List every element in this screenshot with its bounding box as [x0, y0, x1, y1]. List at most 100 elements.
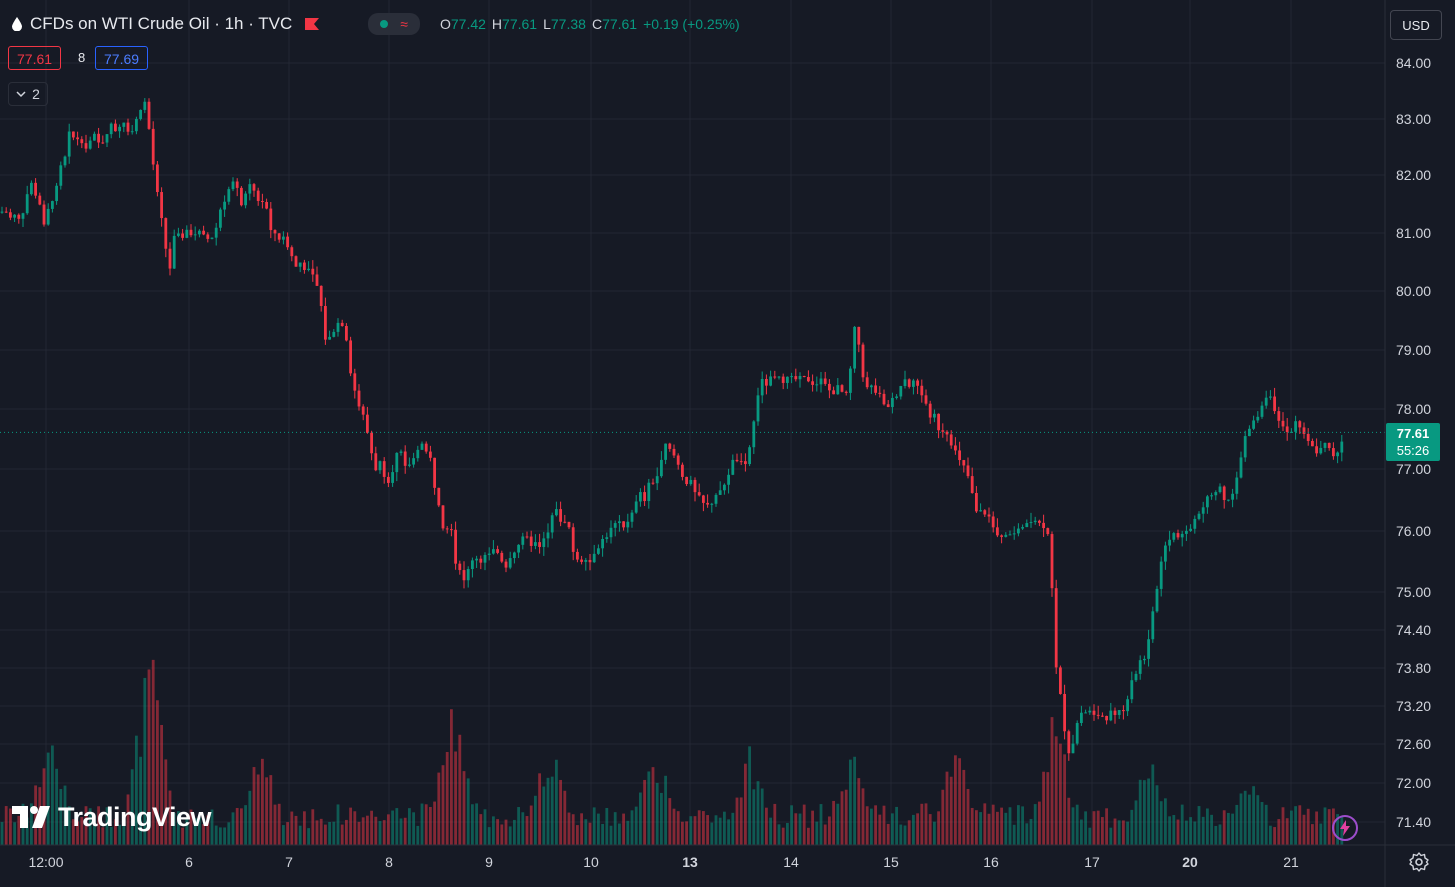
candle-body: [156, 164, 159, 193]
volume-bar: [1117, 820, 1121, 845]
candle-body: [924, 395, 928, 404]
sell-button[interactable]: 77.61: [8, 46, 62, 70]
time-axis[interactable]: 12:00 6 7 8 9 10 13 14 15 16 17 20 21: [28, 854, 1299, 870]
candle-body: [651, 482, 655, 484]
volume-bar: [861, 788, 865, 845]
volume-bar: [382, 820, 386, 845]
volume-bar: [72, 819, 75, 845]
volume-bar: [979, 812, 982, 845]
volume-bar: [844, 789, 848, 845]
volume-bar: [609, 825, 613, 845]
volume-bar: [227, 822, 231, 845]
volume-bar: [1180, 804, 1184, 845]
volume-bar: [643, 779, 646, 845]
price-tick-label: 79.00: [1396, 342, 1431, 358]
volume-bar: [937, 811, 940, 845]
candle-body: [765, 379, 768, 386]
volume-bar: [433, 801, 436, 845]
candle-body: [1088, 710, 1092, 713]
volume-bar: [886, 823, 890, 845]
candle-body: [84, 143, 88, 149]
candle-body: [710, 503, 714, 505]
volume-bar: [487, 827, 491, 845]
volume-bar: [1298, 805, 1302, 845]
candle-body: [1155, 588, 1159, 612]
volume-bar: [492, 816, 495, 845]
settings-icon[interactable]: [1408, 851, 1430, 873]
candle-body: [836, 385, 840, 395]
candle-body: [832, 390, 835, 395]
candle-body: [76, 137, 79, 140]
candle-body: [672, 448, 676, 456]
volume-bar: [51, 745, 54, 845]
watermark-text: TradingView: [58, 801, 212, 832]
flag-icon[interactable]: [304, 17, 320, 31]
volume-bar: [899, 824, 903, 845]
volume-bar: [1109, 827, 1113, 845]
volume-bar: [1084, 811, 1087, 845]
candle-body: [580, 559, 583, 562]
candle-body: [172, 235, 176, 269]
candle-body: [504, 561, 508, 568]
open-label: O: [439, 16, 451, 32]
candle-body: [193, 234, 197, 236]
candle-body: [206, 234, 210, 239]
candle-body: [496, 549, 499, 553]
candle-body: [202, 230, 205, 235]
volume-bar: [987, 813, 991, 845]
candle-body: [403, 451, 407, 466]
candle-body: [882, 393, 886, 405]
candle-body: [1239, 457, 1243, 478]
volume-bar: [76, 821, 79, 845]
volume-bar: [534, 795, 537, 845]
indicators-toggle-button[interactable]: 2: [8, 82, 48, 106]
candle-body: [290, 247, 294, 257]
volume-bar: [219, 827, 222, 845]
candle-body: [790, 376, 793, 378]
volume-bar: [718, 817, 722, 845]
volume-bar: [681, 821, 684, 845]
candle-body: [1029, 522, 1033, 524]
candle-body: [870, 385, 873, 388]
candle-body: [945, 431, 949, 435]
volume-bar: [1168, 816, 1171, 845]
lightning-icon[interactable]: [1331, 814, 1359, 842]
price-axis[interactable]: 84.00 83.00 82.00 81.00 80.00 79.00 78.00 77.00…: [1396, 55, 1431, 830]
candle-body: [101, 142, 105, 144]
volume-bar: [1021, 806, 1024, 845]
candle-body: [949, 434, 953, 446]
volume-bar: [340, 824, 344, 845]
volume-bar: [290, 811, 294, 845]
candle-body: [315, 274, 319, 286]
currency-button[interactable]: USD: [1390, 10, 1442, 40]
volume-bar: [567, 812, 571, 845]
volume-bar: [135, 735, 138, 845]
volume-bar: [1138, 779, 1142, 845]
volume-bar: [811, 810, 814, 845]
candle-body: [1151, 611, 1155, 640]
volume-bar: [1126, 821, 1129, 845]
volume-bar: [357, 821, 361, 845]
time-tick-label: 6: [185, 854, 193, 870]
volume-bar: [954, 755, 957, 845]
candle-body: [941, 430, 945, 432]
market-open-icon: [380, 20, 389, 28]
volume-bar: [1189, 817, 1192, 845]
buy-button[interactable]: 77.69: [95, 46, 149, 70]
volume-bar: [1231, 813, 1234, 845]
symbol-title[interactable]: CFDs on WTI Crude Oil · 1h · TVC: [30, 14, 293, 33]
candle-body: [769, 376, 772, 386]
volume-bar: [1315, 811, 1318, 845]
candle-body: [1260, 405, 1264, 417]
candle-body: [135, 118, 138, 132]
candle-body: [483, 554, 487, 563]
volume-bar: [697, 810, 701, 845]
volume-bar: [1323, 807, 1327, 845]
legend-status-pill[interactable]: ≈: [368, 13, 420, 35]
volume-bar: [786, 822, 789, 845]
candle-body: [752, 421, 756, 448]
volume-bar: [744, 763, 747, 845]
time-tick-label: 12:00: [28, 854, 63, 870]
volume-bar: [1071, 807, 1075, 845]
